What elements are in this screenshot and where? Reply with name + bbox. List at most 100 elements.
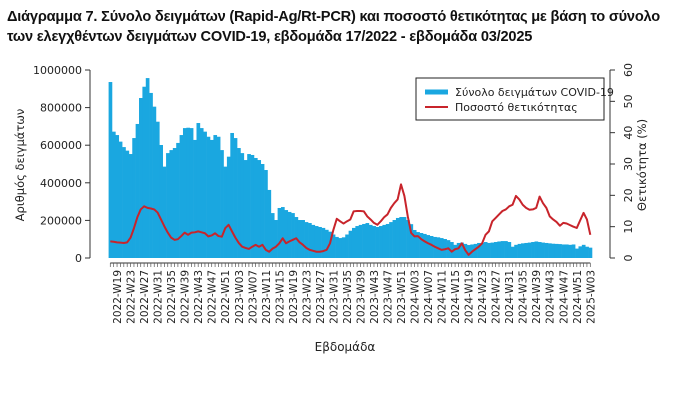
- bar: [575, 248, 579, 258]
- x-tick-label: 2023-W11: [261, 270, 273, 324]
- bar: [379, 226, 383, 258]
- y-axis-label: Αριθμός δειγμάτων: [13, 109, 27, 222]
- x-tick-label: 2023-W31: [328, 270, 340, 324]
- bar: [108, 82, 113, 258]
- bar: [186, 127, 191, 258]
- line-series: [110, 183, 592, 256]
- bar: [477, 242, 481, 258]
- x-tick-label: 2023-W23: [301, 270, 313, 324]
- bar: [483, 242, 488, 258]
- x-tick-label: 2024-W47: [558, 270, 570, 324]
- bar: [115, 135, 120, 258]
- bar: [287, 211, 292, 258]
- x-tick-label: 2024-W15: [450, 270, 462, 324]
- bar: [233, 138, 238, 258]
- bar: [145, 78, 150, 258]
- bar: [311, 224, 316, 258]
- y2-tick-label: 10: [622, 220, 635, 234]
- chart-title-line-1: Διάγραμμα 7. Σύνολο δειγμάτων (Rapid-Ag/…: [7, 9, 660, 25]
- bar: [409, 224, 414, 258]
- bar: [382, 224, 387, 258]
- bar: [135, 123, 140, 259]
- bar: [206, 136, 211, 258]
- bar: [321, 227, 326, 258]
- bar: [338, 238, 343, 258]
- bar: [250, 154, 255, 258]
- bar: [487, 242, 491, 258]
- bar: [162, 166, 167, 258]
- positivity-line: [110, 183, 592, 256]
- bar: [291, 213, 295, 258]
- x-tick-label: 2025-W03: [585, 270, 597, 324]
- bar: [564, 244, 569, 258]
- bar: [439, 238, 444, 258]
- x-axis-label: Εβδομάδα: [315, 340, 376, 354]
- bar: [588, 247, 593, 258]
- bar: [402, 217, 407, 258]
- x-tick-label: 2023-W47: [382, 270, 394, 324]
- bar: [558, 244, 562, 258]
- bar: [524, 242, 529, 258]
- bar: [213, 135, 218, 258]
- bar: [460, 242, 464, 258]
- bar: [551, 243, 556, 258]
- bar: [375, 226, 380, 258]
- y2-tick-label: 50: [622, 94, 635, 108]
- bar: [450, 242, 454, 258]
- y2-tick-label: 0: [622, 255, 635, 262]
- bar: [534, 241, 539, 258]
- y2-tick-label: 60: [622, 63, 635, 77]
- bar: [335, 236, 339, 258]
- y-tick-label: 1000000: [33, 64, 82, 77]
- bar: [345, 234, 349, 258]
- bar: [392, 220, 397, 258]
- bar: [581, 244, 586, 258]
- bar: [267, 189, 272, 258]
- bar: [521, 243, 525, 258]
- bar: [578, 246, 583, 258]
- bar: [548, 243, 552, 258]
- bar-series: [108, 78, 593, 259]
- bar: [166, 153, 170, 258]
- x-tick-label: 2024-W23: [477, 270, 489, 324]
- bar: [490, 242, 495, 258]
- bar: [139, 98, 143, 258]
- x-tick-label: 2024-W35: [518, 270, 530, 324]
- bar: [544, 242, 549, 258]
- bar: [389, 222, 393, 258]
- y2-tick-label: 20: [622, 188, 635, 202]
- chart-title: Διάγραμμα 7. Σύνολο δειγμάτων (Rapid-Ag/…: [7, 7, 660, 47]
- y-tick-label: 0: [75, 252, 82, 265]
- bar: [399, 217, 403, 258]
- bar: [264, 170, 268, 258]
- bar: [480, 242, 485, 258]
- x-tick-label: 2022-W23: [126, 270, 138, 324]
- chart-title-line-2: των ελεγχθέντων δειγμάτων COVID-19, εβδο…: [7, 29, 533, 45]
- x-tick-label: 2024-W07: [423, 270, 435, 324]
- bar: [122, 147, 126, 258]
- bar: [561, 244, 566, 258]
- x-tick-label: 2022-W47: [207, 270, 219, 324]
- bar: [507, 242, 512, 258]
- bar: [260, 164, 265, 258]
- bar: [318, 226, 322, 258]
- bar: [554, 243, 559, 258]
- bar: [257, 160, 262, 258]
- legend-label-samples: Σύνολο δειγμάτων COVID-19: [455, 86, 614, 99]
- x-tick-label: 2023-W39: [355, 270, 367, 324]
- bar: [429, 236, 434, 258]
- bar: [406, 220, 410, 258]
- bar: [355, 226, 360, 258]
- bar: [416, 232, 420, 258]
- x-tick-label: 2022-W27: [139, 270, 151, 324]
- x-tick-label: 2023-W35: [342, 270, 354, 324]
- bar: [132, 138, 136, 258]
- x-tick-label: 2022-W43: [193, 270, 205, 324]
- bar: [497, 241, 502, 258]
- y-tick-label: 400000: [40, 177, 82, 190]
- bar: [351, 227, 356, 258]
- bar: [456, 242, 461, 258]
- bar: [348, 230, 353, 258]
- x-tick-label: 2024-W31: [504, 270, 516, 324]
- bar: [196, 123, 201, 259]
